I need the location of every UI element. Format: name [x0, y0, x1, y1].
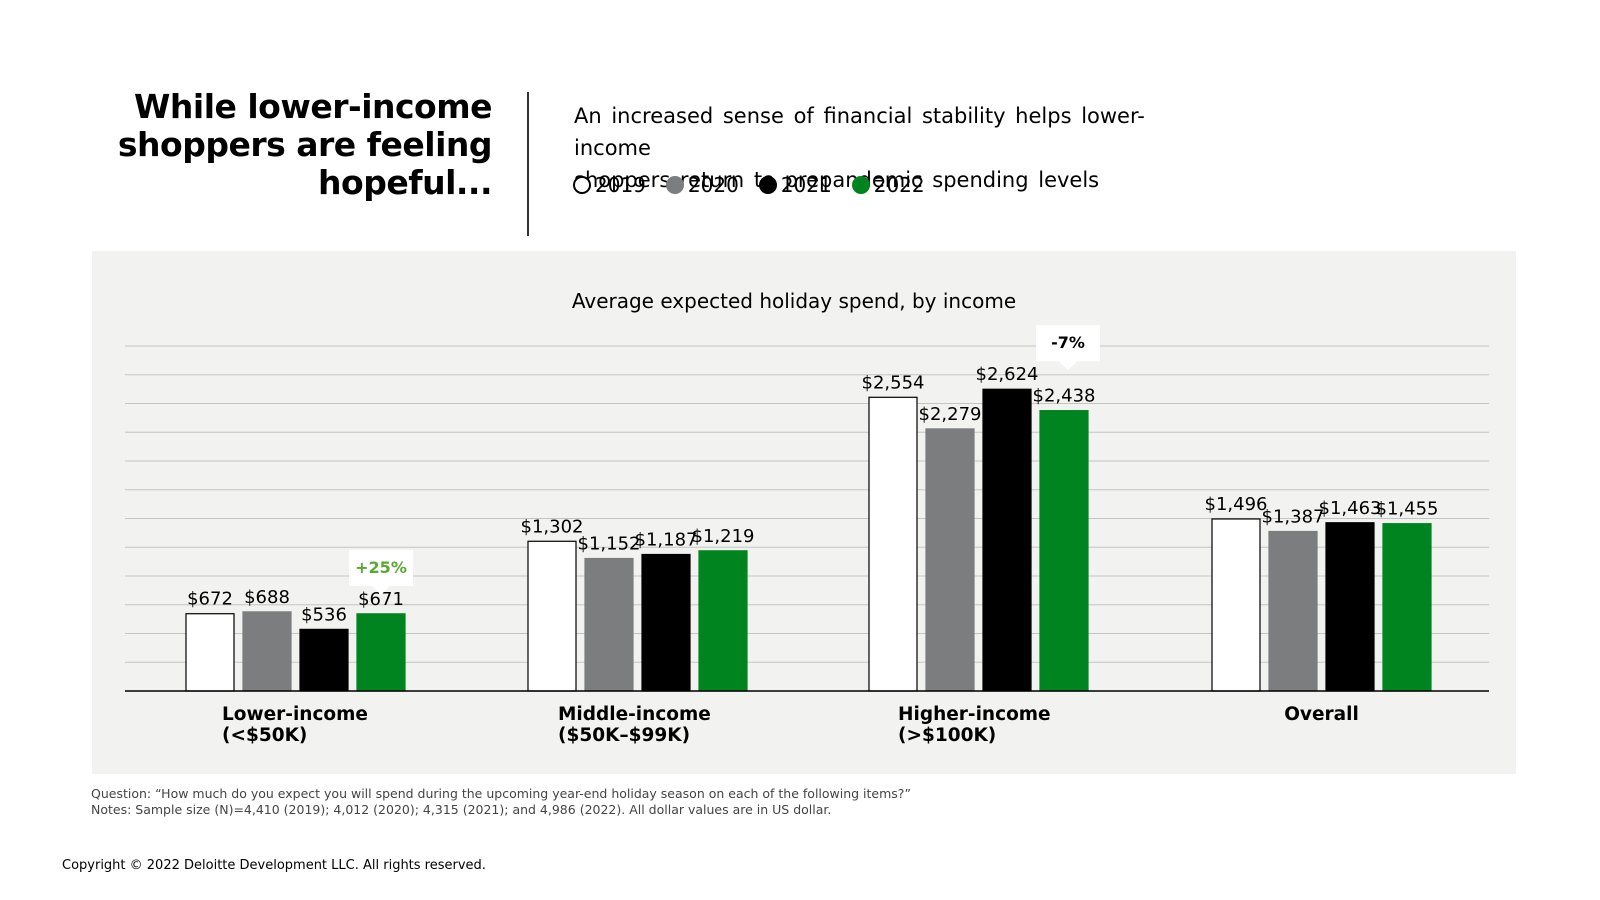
- sample-note: Notes: Sample size (N)=4,410 (2019); 4,0…: [91, 802, 832, 817]
- bars: [185, 388, 1432, 692]
- bar-2020-1: [584, 557, 634, 692]
- bar-2022-1: [698, 550, 748, 692]
- legend-label-2022: 2022: [873, 173, 925, 197]
- subtitle-line-1: An increased sense of financial stabilit…: [574, 104, 1145, 160]
- bar-2020-2: [925, 428, 975, 692]
- category-sublabel: ($50K–$99K): [558, 725, 690, 746]
- chart-title: Average expected holiday spend, by incom…: [572, 289, 1016, 313]
- value-label: $1,455: [1376, 499, 1439, 520]
- value-label: $1,387: [1262, 506, 1325, 527]
- value-label: $1,302: [521, 516, 584, 537]
- legend-item-2022: 2022: [851, 173, 925, 197]
- bar-2021-1: [641, 553, 691, 692]
- value-label: $1,496: [1205, 494, 1268, 515]
- question-note: Question: “How much do you expect you wi…: [91, 786, 911, 801]
- bar-2021-3: [1325, 522, 1375, 692]
- bar-2019-3: [1211, 518, 1261, 692]
- headline-line-1: While lower-income: [133, 87, 493, 126]
- gridlines: [125, 345, 1489, 663]
- value-label: $1,463: [1319, 498, 1382, 519]
- value-label: $536: [301, 604, 347, 625]
- legend-item-2021: 2021: [758, 173, 832, 197]
- value-label: $1,152: [578, 534, 641, 555]
- annotation-callout: +25%: [349, 549, 413, 595]
- chart-panel: Average expected holiday spend, by incom…: [92, 251, 1516, 774]
- legend-label-2021: 2021: [780, 173, 832, 197]
- category-sublabel: (>$100K): [898, 725, 996, 746]
- value-label: $2,279: [919, 404, 982, 425]
- legend-item-2020: 2020: [665, 173, 739, 197]
- value-label: $672: [187, 589, 233, 610]
- legend-label-2020: 2020: [687, 173, 739, 197]
- bar-2022-3: [1382, 523, 1432, 692]
- bar-2022-0: [356, 613, 406, 692]
- bar-2019-0: [185, 613, 235, 692]
- bar-chart: Average expected holiday spend, by incom…: [125, 289, 1489, 746]
- category-label: Overall: [1284, 704, 1359, 725]
- headline-line-2: shoppers are feeling: [117, 125, 493, 164]
- bar-2020-0: [242, 611, 292, 692]
- legend-label-2019: 2019: [595, 173, 646, 197]
- divider: [527, 92, 529, 236]
- value-label: $2,438: [1033, 386, 1096, 407]
- value-label: $671: [358, 589, 404, 610]
- copyright: Copyright © 2022 Deloitte Development LL…: [62, 858, 486, 873]
- legend-swatch-2021: [758, 176, 777, 194]
- bar-2020-3: [1268, 530, 1318, 692]
- bar-2021-2: [982, 388, 1032, 692]
- value-labels: $672 $688 $536 $671 $1,302$1,152$1,187$1,219…: [187, 364, 1438, 625]
- headline-line-3: hopeful...: [318, 163, 492, 202]
- callout-box: [1036, 325, 1100, 371]
- legend-item-2019: 2019: [573, 173, 646, 197]
- legend-swatch-2022: [851, 176, 870, 194]
- category-label: Lower-income: [222, 704, 368, 725]
- subtitle: An increased sense of financial stabilit…: [574, 100, 1194, 196]
- bar-2019-1: [527, 540, 577, 692]
- bar-2022-2: [1039, 410, 1089, 692]
- category-sublabel: (<$50K): [222, 725, 307, 746]
- x-axis: Lower-income(<$50K) Middle-income($50K–$9…: [125, 690, 1489, 746]
- legend-swatch-2019: [573, 176, 591, 194]
- subtitle-line-2: shoppers return to prepandemic spending …: [574, 168, 1100, 192]
- annotation-callout: -7%: [1036, 325, 1100, 371]
- value-label: $688: [244, 587, 290, 608]
- legend-swatch-2020: [665, 176, 684, 194]
- legend: 2019 2020 2021 2022: [573, 173, 945, 197]
- callout-text: +25%: [355, 558, 407, 577]
- category-label: Middle-income: [558, 704, 711, 725]
- value-label: $2,624: [976, 364, 1039, 385]
- bar-2021-0: [299, 628, 349, 692]
- category-label: Higher-income: [898, 704, 1051, 725]
- callout-box: [349, 549, 413, 595]
- bar-2019-2: [868, 396, 918, 692]
- value-label: $1,187: [635, 529, 698, 550]
- headline: While lower-income shoppers are feeling …: [90, 87, 493, 202]
- callout-text: -7%: [1051, 333, 1085, 352]
- value-label: $2,554: [862, 372, 925, 393]
- annotations: +25% -7%: [349, 325, 1100, 595]
- notes: Question: “How much do you expect you wi…: [91, 786, 911, 818]
- value-label: $1,219: [692, 526, 755, 547]
